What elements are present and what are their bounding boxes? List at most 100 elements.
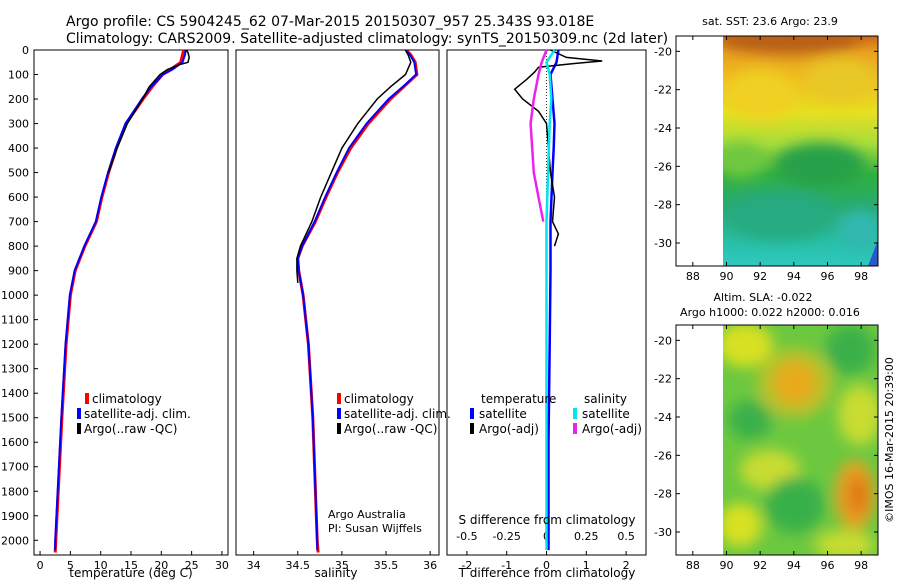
x-tick-label: 1 [583, 559, 590, 572]
legend-label-temp-satellite: satellite [479, 407, 527, 421]
depth-tick-label: 100 [8, 69, 29, 82]
series-line-1 [296, 49, 418, 551]
depth-axis: 0 100 200 300 400 500 600 700 800 900 1000 1100 1200… [1, 44, 38, 547]
legend-swatch-argo [77, 423, 81, 434]
legend-label-satellite: satellite-adj. clim. [84, 407, 191, 421]
sla-map-axes: 88 90 92 94 96 98 -20 -22 -24 -26 -28 -30 [654, 325, 878, 572]
x-tick-label: 34.5 [286, 559, 311, 572]
x-tick-label: -2 [461, 559, 472, 572]
depth-tick-label: 1100 [1, 314, 29, 327]
sla-map-subtitle: Argo h1000: 0.022 h2000: 0.016 [680, 306, 860, 319]
salinity-legend: climatology satellite-adj. clim. Argo(..… [337, 392, 451, 436]
series-line-0 [53, 49, 186, 553]
legend-label-climatology: climatology [344, 392, 414, 406]
depth-tick-label: 1800 [1, 485, 29, 498]
salinity-x-axis: 34 34.5 35 35.5 36 [247, 551, 437, 572]
s-diff-tick-label: -0.5 [456, 530, 477, 543]
map-y-tick-label: -24 [654, 122, 672, 135]
temperature-legend: climatology satellite-adj. clim. Argo(..… [77, 392, 191, 436]
sla-field [723, 325, 878, 555]
map-x-tick-label: 94 [787, 559, 801, 572]
header-line-1: Argo profile: CS 5904245_62 07-Mar-2015 … [66, 14, 594, 30]
x-tick-label: 20 [154, 559, 168, 572]
map-x-tick-label: 90 [720, 559, 734, 572]
map-y-tick-label: -26 [654, 160, 672, 173]
sst-coast-patch [868, 240, 878, 266]
depth-tick-label: 300 [8, 118, 29, 131]
depth-tick-label: 400 [8, 142, 29, 155]
legend-label-sal-satellite: satellite [582, 407, 630, 421]
depth-tick-label: 1500 [1, 412, 29, 425]
sla-map-frame [675, 324, 879, 556]
pi-label: PI: Susan Wijffels [328, 522, 422, 535]
map-y-tick-label: -22 [654, 84, 672, 97]
legend-label-temp-argo: Argo(-adj) [479, 422, 539, 436]
map-x-tick-label: 92 [753, 270, 767, 283]
map-y-tick-label: -30 [654, 237, 672, 250]
x-tick-label: 36 [423, 559, 437, 572]
series-line-2 [107, 49, 190, 173]
x-tick-label: 15 [124, 559, 138, 572]
depth-tick-label: 1200 [1, 338, 29, 351]
legend-label-satellite: satellite-adj. clim. [344, 407, 451, 421]
sst-field [723, 36, 878, 266]
temperature-xlabel: temperature (deg C) [69, 566, 192, 580]
legend-label-sal-argo: Argo(-adj) [582, 422, 642, 436]
x-tick-label: 5 [67, 559, 74, 572]
map-y-tick-label: -28 [654, 199, 672, 212]
salinity-axes-frame [235, 49, 440, 556]
legend-swatch-argo [337, 423, 341, 434]
depth-tick-label: 1000 [1, 289, 29, 302]
difference-legend: temperature salinity satellite Argo(-adj… [470, 392, 642, 436]
legend-header-salinity: salinity [584, 392, 627, 406]
legend-swatch-temp-argo [470, 423, 474, 434]
depth-tick-label: 800 [8, 240, 29, 253]
legend-swatch-sal-argo [573, 423, 577, 434]
legend-swatch-satellite [77, 408, 81, 419]
header-line-2: Climatology: CARS2009. Satellite-adjuste… [66, 31, 668, 47]
sst-map-frame [675, 35, 879, 267]
depth-tick-label: 200 [8, 93, 29, 106]
map-x-tick-label: 90 [720, 270, 734, 283]
temperature-x-axis: 0 5 10 15 20 25 30 [37, 551, 229, 572]
legend-swatch-temp-satellite [470, 408, 474, 419]
x-tick-label: 25 [185, 559, 199, 572]
s-difference-xlabel: S difference from climatology [459, 513, 636, 527]
x-tick-label: 35 [335, 559, 349, 572]
map-y-tick-label: -28 [654, 488, 672, 501]
depth-tick-label: 600 [8, 191, 29, 204]
diff-series-line-1 [513, 49, 603, 247]
x-tick-label: 34 [247, 559, 261, 572]
salinity-panel: 34 34.5 35 35.5 36 salinity climatology sate… [235, 48, 451, 580]
depth-tick-label: 1700 [1, 461, 29, 474]
map-x-tick-label: 88 [686, 270, 700, 283]
depth-tick-label: 900 [8, 265, 29, 278]
temperature-axes-frame [33, 49, 229, 556]
map-x-tick-label: 94 [787, 270, 801, 283]
x-tick-label: 30 [215, 559, 229, 572]
depth-tick-label: 1300 [1, 363, 29, 376]
map-x-tick-label: 92 [753, 559, 767, 572]
temperature-lines [53, 49, 190, 553]
difference-panel: -2 -1 0 1 2-0.5 -0.25 0 0.25 0.5 S difference fr… [446, 49, 647, 580]
s-diff-tick-label: -0.25 [492, 530, 520, 543]
salinity-lines [296, 48, 419, 553]
legend-swatch-climatology [337, 393, 341, 404]
s-diff-tick-label: 0.25 [574, 530, 599, 543]
x-tick-label: -1 [501, 559, 512, 572]
x-tick-label: 10 [94, 559, 108, 572]
x-tick-label: 2 [623, 559, 630, 572]
legend-label-argo: Argo(..raw -QC) [344, 422, 437, 436]
depth-tick-label: 1600 [1, 436, 29, 449]
map-x-tick-label: 98 [854, 559, 868, 572]
legend-label-argo: Argo(..raw -QC) [84, 422, 177, 436]
legend-swatch-climatology [85, 393, 89, 404]
diff-series-line-3 [529, 49, 548, 222]
depth-tick-label: 700 [8, 216, 29, 229]
depth-tick-label: 1400 [1, 387, 29, 400]
legend-swatch-satellite [337, 408, 341, 419]
difference-lines [513, 49, 603, 555]
s-diff-tick-label: 0.5 [617, 530, 635, 543]
sla-map-panel: Altim. SLA: -0.022 Argo h1000: 0.022 h20… [654, 291, 879, 572]
agency-label: Argo Australia [328, 508, 406, 521]
